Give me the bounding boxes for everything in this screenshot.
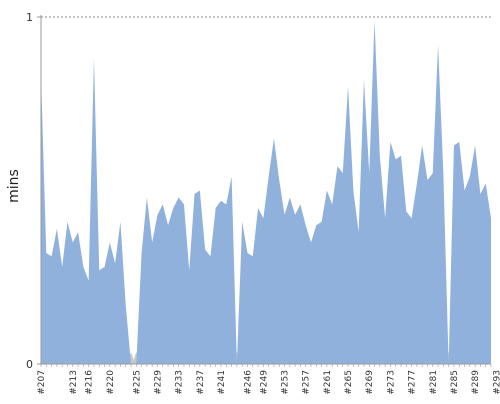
- x-tick-label: #220: [106, 370, 116, 395]
- x-tick-label: #277: [408, 370, 418, 395]
- y-tick-label: 1: [26, 11, 33, 24]
- x-tick-label: #207: [37, 370, 47, 395]
- x-tick-label: #213: [69, 370, 79, 395]
- x-tick-label: #249: [259, 370, 269, 395]
- x-tick-label: #241: [217, 370, 227, 395]
- x-tick-label: #225: [132, 370, 142, 395]
- x-tick-label: #285: [450, 370, 460, 395]
- x-tick-label: #257: [302, 370, 312, 395]
- x-tick-label: #216: [85, 370, 95, 395]
- x-tick-label: #289: [471, 370, 481, 395]
- x-tick-label: #253: [281, 370, 291, 395]
- area-series: [41, 20, 491, 364]
- x-tick-label: #265: [344, 370, 354, 395]
- y-tick-label: 0: [26, 358, 33, 371]
- x-tick-label: #246: [243, 370, 253, 395]
- x-tick-label: #229: [153, 370, 163, 395]
- x-tick-label: #281: [429, 370, 439, 395]
- y-axis-label: mins: [6, 169, 22, 203]
- x-tick-label: #261: [323, 370, 333, 395]
- x-tick-label: #237: [196, 370, 206, 395]
- x-tick-label: #273: [386, 370, 396, 395]
- x-tick-label: #293: [492, 370, 500, 395]
- x-tick-label: #269: [365, 370, 375, 395]
- x-tick-label: #233: [175, 370, 185, 395]
